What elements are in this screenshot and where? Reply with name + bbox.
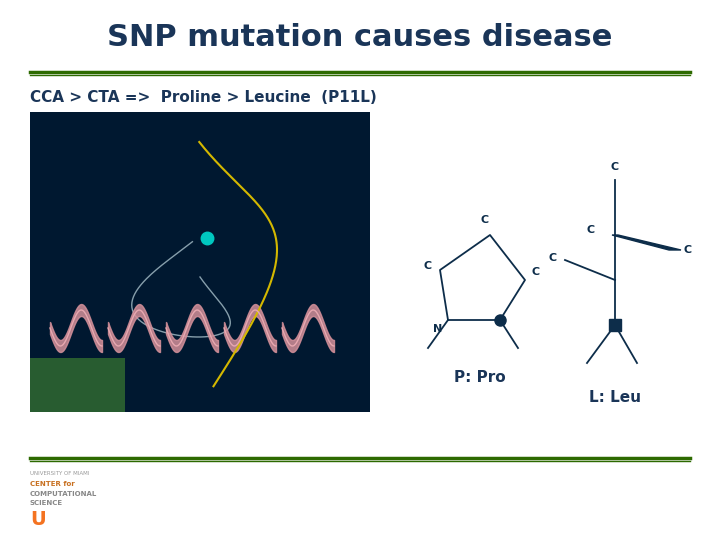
Bar — [30, 358, 125, 412]
Polygon shape — [612, 235, 681, 250]
Text: C: C — [549, 253, 557, 263]
Text: C: C — [531, 267, 539, 277]
Text: SCIENCE: SCIENCE — [30, 500, 63, 506]
Bar — [30, 112, 370, 412]
Text: CENTER for: CENTER for — [30, 481, 75, 487]
Text: C: C — [587, 225, 595, 235]
Text: U: U — [30, 510, 46, 529]
Text: CCA > CTA =>  Proline > Leucine  (P11L): CCA > CTA => Proline > Leucine (P11L) — [30, 91, 377, 105]
Text: UNIVERSITY OF MIAMI: UNIVERSITY OF MIAMI — [30, 471, 89, 476]
Text: C: C — [683, 245, 691, 255]
Text: SNP mutation causes disease: SNP mutation causes disease — [107, 24, 613, 52]
Text: L: Leu: L: Leu — [589, 390, 641, 405]
Text: P: Pro: P: Pro — [454, 370, 506, 385]
Text: C: C — [611, 162, 619, 172]
Text: COMPUTATIONAL: COMPUTATIONAL — [30, 491, 97, 497]
Text: C: C — [424, 261, 432, 271]
Text: C: C — [481, 215, 489, 225]
Text: N: N — [433, 324, 442, 334]
